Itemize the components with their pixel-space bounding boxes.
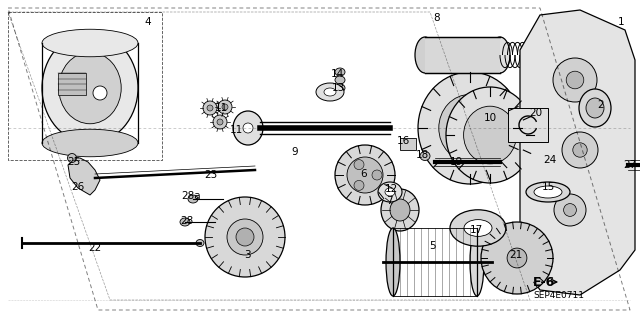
Ellipse shape: [205, 197, 285, 277]
Text: 16: 16: [396, 136, 410, 146]
Ellipse shape: [450, 210, 506, 246]
Ellipse shape: [227, 219, 263, 255]
Text: 13: 13: [332, 83, 344, 93]
Text: SEP4E0711: SEP4E0711: [533, 292, 584, 300]
Ellipse shape: [573, 143, 588, 157]
Text: 23: 23: [204, 170, 218, 180]
Ellipse shape: [180, 218, 190, 226]
Ellipse shape: [564, 204, 577, 216]
Ellipse shape: [236, 228, 254, 246]
Ellipse shape: [222, 104, 228, 110]
Ellipse shape: [385, 188, 395, 196]
Text: 25: 25: [67, 157, 81, 167]
FancyBboxPatch shape: [58, 73, 86, 95]
Text: 28: 28: [180, 216, 194, 226]
Text: 15: 15: [541, 182, 555, 192]
Ellipse shape: [470, 228, 484, 296]
Ellipse shape: [217, 119, 223, 125]
Ellipse shape: [67, 153, 77, 162]
Text: 12: 12: [385, 184, 397, 194]
Ellipse shape: [335, 84, 345, 92]
FancyBboxPatch shape: [400, 138, 416, 150]
Text: 10: 10: [483, 113, 497, 123]
Ellipse shape: [446, 87, 534, 183]
Ellipse shape: [554, 194, 586, 226]
Ellipse shape: [203, 101, 217, 115]
Ellipse shape: [481, 222, 553, 294]
Text: 28a: 28a: [181, 191, 201, 201]
Text: 6: 6: [361, 169, 367, 179]
Text: 11: 11: [229, 125, 243, 135]
Text: 18: 18: [415, 150, 429, 160]
Ellipse shape: [93, 86, 107, 100]
Ellipse shape: [553, 58, 597, 102]
Polygon shape: [68, 158, 100, 195]
Ellipse shape: [418, 72, 522, 184]
Ellipse shape: [420, 152, 430, 160]
Ellipse shape: [579, 89, 611, 127]
Ellipse shape: [390, 199, 410, 221]
Text: 5: 5: [429, 241, 435, 251]
Text: 8: 8: [434, 13, 440, 23]
Text: 22: 22: [88, 243, 102, 253]
Text: 24: 24: [543, 155, 557, 165]
Ellipse shape: [534, 186, 562, 198]
Ellipse shape: [463, 106, 516, 164]
Text: 26: 26: [72, 182, 84, 192]
Ellipse shape: [381, 189, 419, 231]
Text: 21: 21: [509, 250, 523, 260]
Ellipse shape: [415, 37, 435, 73]
Ellipse shape: [526, 182, 570, 202]
Ellipse shape: [316, 83, 344, 101]
Bar: [425, 37, 500, 73]
Ellipse shape: [213, 115, 227, 129]
Text: 4: 4: [145, 17, 151, 27]
Ellipse shape: [335, 76, 345, 84]
Ellipse shape: [324, 88, 336, 96]
Ellipse shape: [233, 111, 263, 145]
Ellipse shape: [243, 123, 253, 133]
Text: 20: 20: [529, 108, 543, 118]
Ellipse shape: [464, 219, 492, 236]
Ellipse shape: [586, 98, 604, 118]
Ellipse shape: [207, 105, 213, 111]
Ellipse shape: [439, 94, 501, 162]
Ellipse shape: [42, 29, 138, 57]
Ellipse shape: [335, 68, 345, 76]
Ellipse shape: [347, 157, 383, 193]
Ellipse shape: [188, 195, 198, 203]
Ellipse shape: [335, 145, 395, 205]
Ellipse shape: [42, 129, 138, 157]
Text: 1: 1: [618, 17, 624, 27]
Ellipse shape: [218, 100, 232, 114]
Polygon shape: [520, 10, 635, 295]
Ellipse shape: [386, 228, 400, 296]
Text: 11: 11: [214, 103, 228, 113]
Text: 14: 14: [330, 69, 344, 79]
Ellipse shape: [562, 132, 598, 168]
Text: E-6: E-6: [533, 276, 556, 288]
Text: 2: 2: [598, 100, 604, 110]
Ellipse shape: [372, 170, 382, 180]
Ellipse shape: [507, 248, 527, 268]
Ellipse shape: [490, 37, 510, 73]
Ellipse shape: [354, 180, 364, 190]
Text: 27: 27: [623, 160, 637, 170]
FancyBboxPatch shape: [508, 108, 548, 142]
Ellipse shape: [378, 182, 402, 202]
Text: 9: 9: [292, 147, 298, 157]
Ellipse shape: [196, 240, 204, 247]
Text: 3: 3: [244, 250, 250, 260]
Ellipse shape: [354, 160, 364, 170]
Ellipse shape: [566, 71, 584, 89]
Text: 19: 19: [449, 157, 463, 167]
Text: 17: 17: [469, 225, 483, 235]
Ellipse shape: [59, 52, 121, 124]
Ellipse shape: [42, 33, 138, 143]
Text: 7: 7: [386, 196, 392, 206]
